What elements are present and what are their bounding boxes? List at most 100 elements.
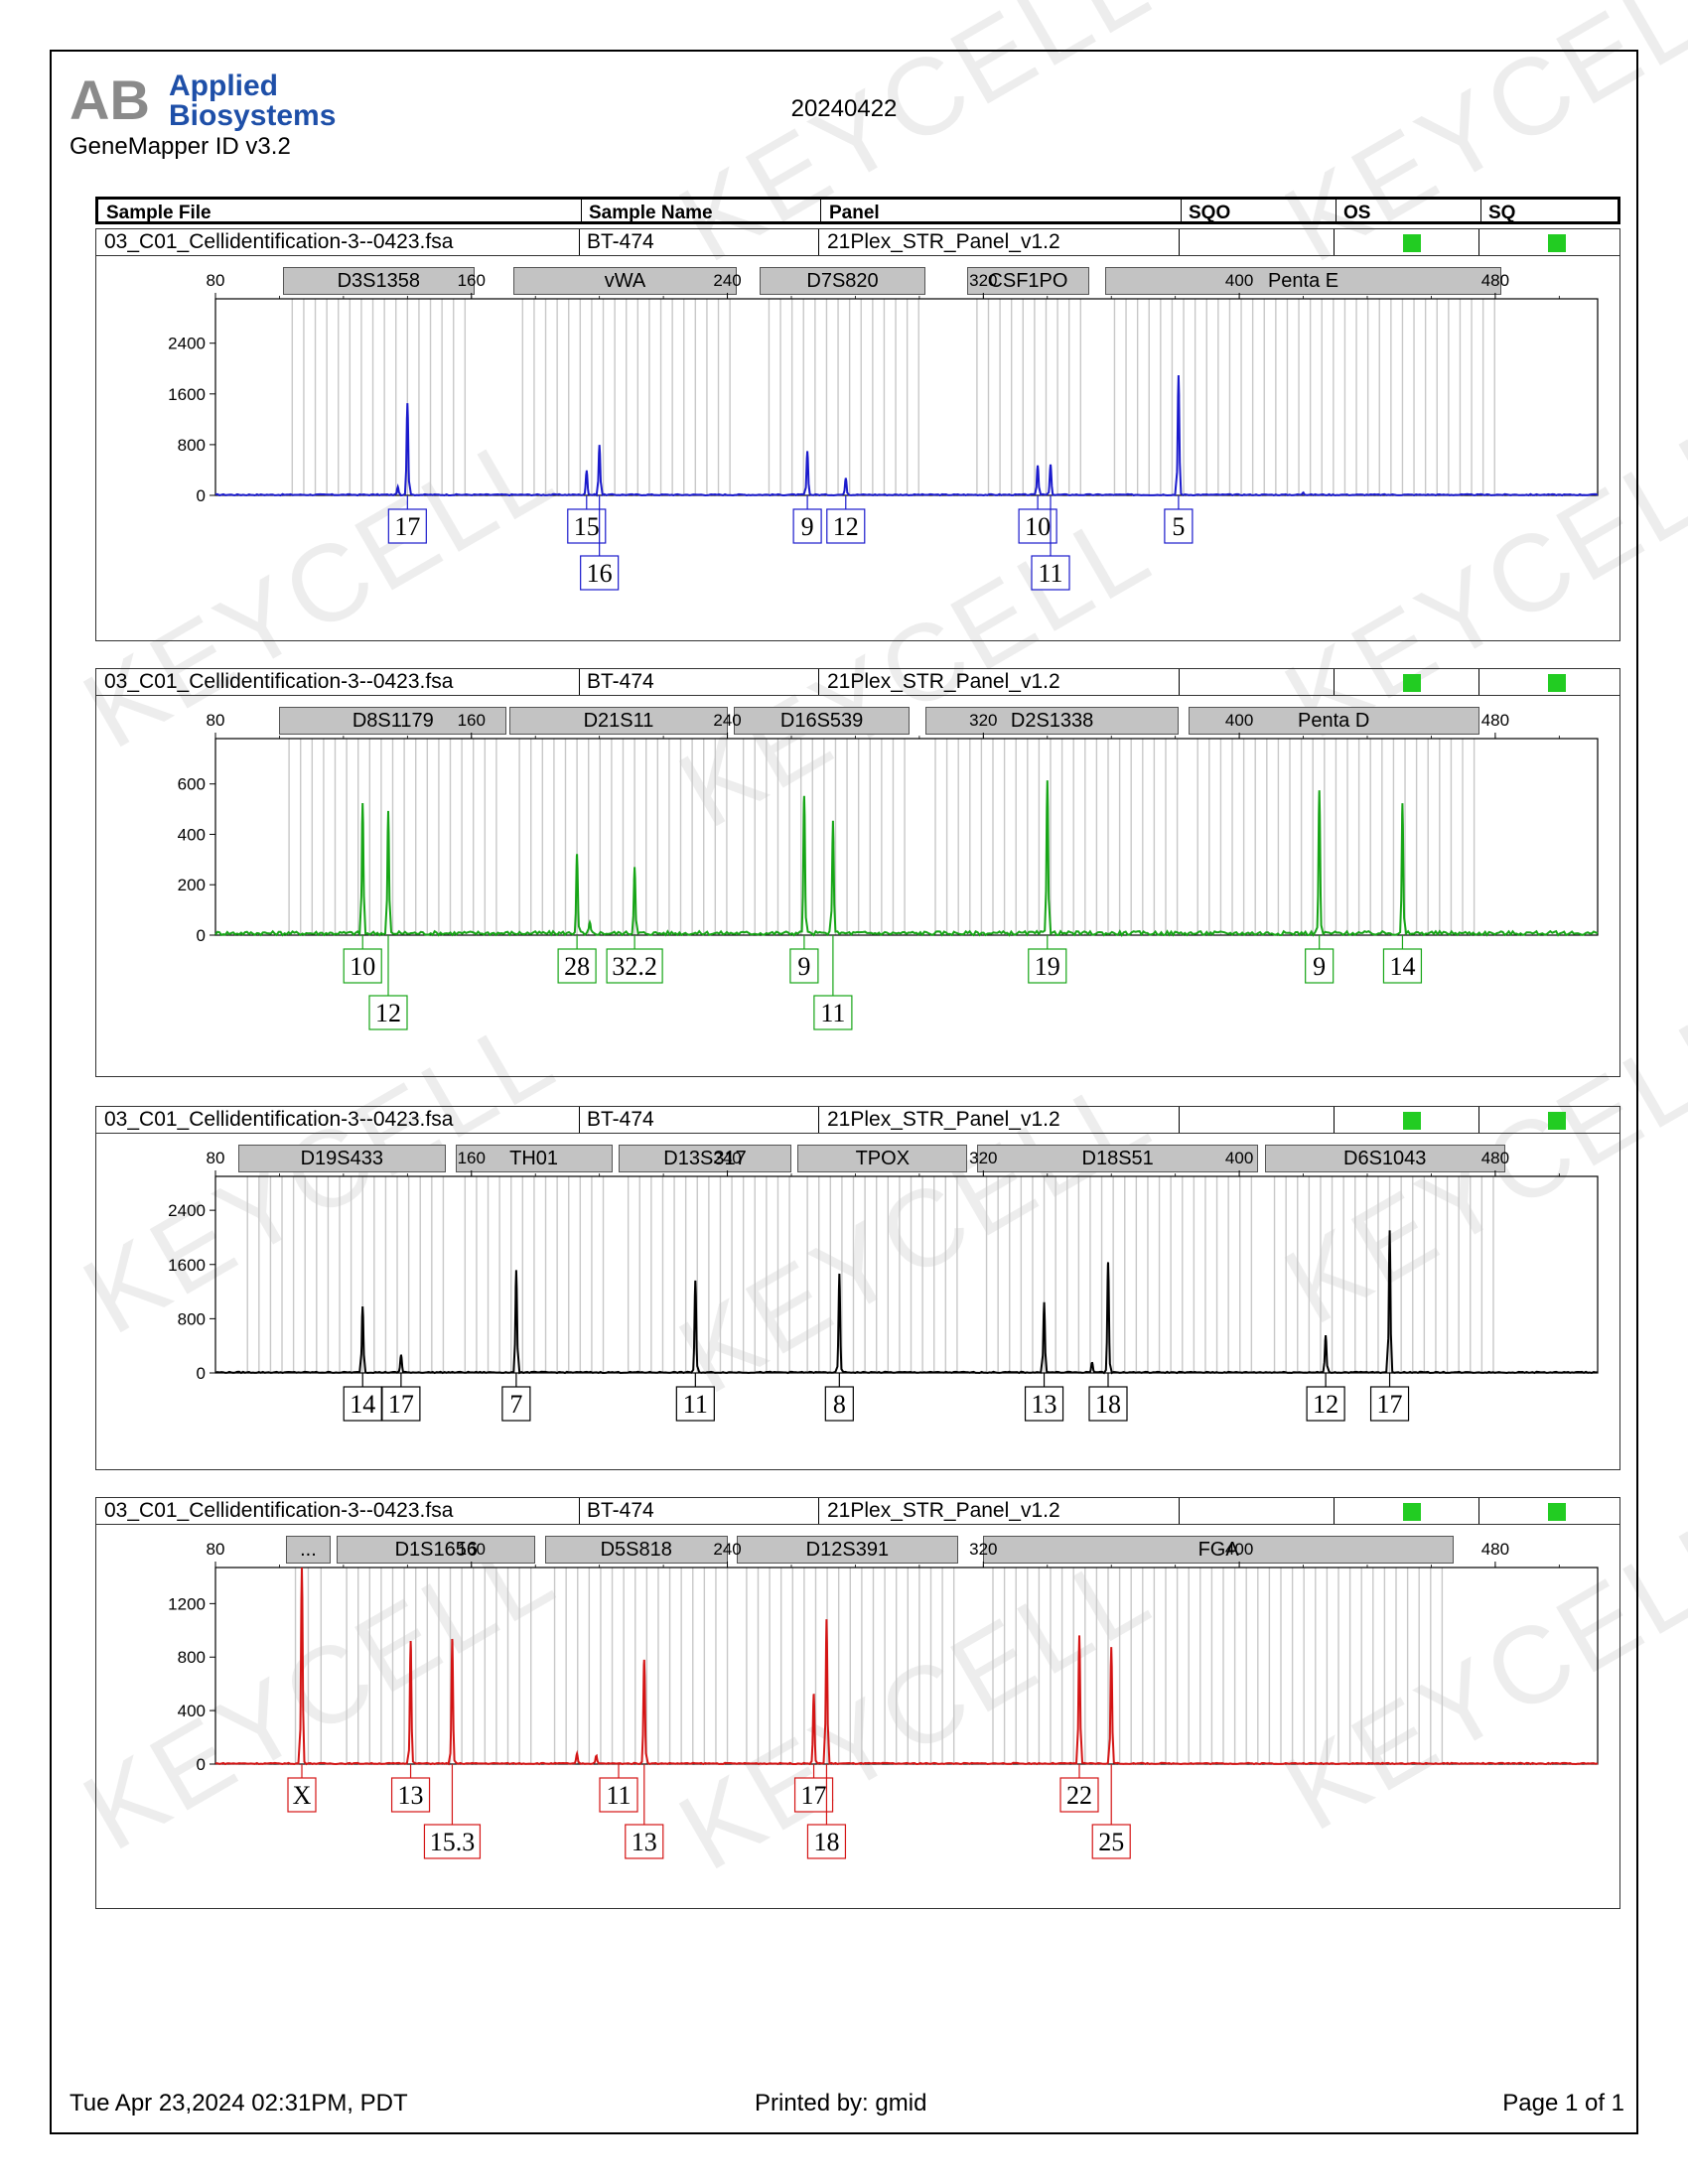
sample-name: BT-474 xyxy=(587,1499,654,1522)
allele-box xyxy=(1305,948,1335,984)
col-panel: Panel xyxy=(829,203,880,223)
marker-tpox[interactable]: TPOX xyxy=(797,1145,968,1172)
allele-label: 14 xyxy=(1389,952,1415,981)
y-tick-label: 2400 xyxy=(168,335,206,353)
allele-box xyxy=(675,1386,715,1422)
allele-label: 11 xyxy=(606,1781,631,1810)
allele-label: 15 xyxy=(574,512,600,541)
marker-d19s433[interactable]: D19S433 xyxy=(237,1145,446,1172)
software-version: GeneMapper ID v3.2 xyxy=(70,133,291,160)
marker-d16s539[interactable]: D16S539 xyxy=(734,707,911,735)
allele-box xyxy=(381,1386,421,1422)
allele-box xyxy=(1306,1386,1345,1422)
printed-by: Printed by: gmid xyxy=(755,2090,927,2116)
page-number: Page 1 of 1 xyxy=(1502,2090,1624,2116)
marker-d21s11[interactable]: D21S11 xyxy=(509,707,728,735)
marker-d3s1358[interactable]: D3S1358 xyxy=(282,267,475,295)
allele-label: 14 xyxy=(350,1390,375,1419)
sample-name: BT-474 xyxy=(587,230,654,253)
x-tick-label: 160 xyxy=(458,1149,486,1167)
allele-box xyxy=(1028,948,1067,984)
allele-box xyxy=(1031,555,1070,591)
allele-label: 12 xyxy=(833,512,859,541)
col-sqo: SQO xyxy=(1189,203,1231,223)
marker-csf1po[interactable]: CSF1PO xyxy=(967,267,1089,295)
marker-[interactable]: ... xyxy=(285,1536,331,1564)
allele-box xyxy=(1382,948,1423,984)
x-tick-label: 240 xyxy=(713,711,741,730)
marker-d7s820[interactable]: D7S820 xyxy=(759,267,926,295)
y-tick-label: 600 xyxy=(178,775,206,794)
allele-box xyxy=(606,948,663,984)
col-sq: SQ xyxy=(1488,203,1516,223)
os-status-box xyxy=(1403,1503,1421,1521)
allele-label: 8 xyxy=(833,1390,846,1419)
allele-box xyxy=(1059,1777,1099,1813)
marker-d8s1179[interactable]: D8S1179 xyxy=(279,707,507,735)
marker-fga[interactable]: FGA xyxy=(983,1536,1454,1564)
allele-label: 10 xyxy=(1025,512,1051,541)
allele-label: 10 xyxy=(350,952,375,981)
marker-vwa[interactable]: vWA xyxy=(512,267,738,295)
allele-label: 7 xyxy=(509,1390,522,1419)
x-tick-label: 400 xyxy=(1225,1540,1253,1559)
logo-letters: AB xyxy=(70,68,150,131)
y-tick-label: 2400 xyxy=(168,1201,206,1220)
panel-name: 21Plex_STR_Panel_v1.2 xyxy=(827,1499,1060,1522)
plot-frame xyxy=(214,1567,1599,1765)
signal-trace xyxy=(214,780,1599,937)
x-tick-label: 80 xyxy=(207,1540,225,1559)
col-os: OS xyxy=(1343,203,1371,223)
allele-box xyxy=(1164,508,1194,544)
signal-trace xyxy=(215,374,1599,497)
marker-d2s1338[interactable]: D2S1338 xyxy=(925,707,1179,735)
plot-svg: 80 160 240 320 400 480 0 800 1600 2400 17 15 16 9 12 10… xyxy=(168,271,1599,591)
y-tick-label: 0 xyxy=(197,1755,206,1774)
marker-d1s1656[interactable]: D1S1656 xyxy=(337,1536,536,1564)
allele-box xyxy=(501,1386,531,1422)
allele-box xyxy=(1369,1386,1410,1422)
marker-d6s1043[interactable]: D6S1043 xyxy=(1264,1145,1505,1172)
allele-label: 9 xyxy=(801,512,814,541)
y-tick-label: 0 xyxy=(197,926,206,945)
allele-label: 9 xyxy=(1313,952,1326,981)
x-tick-label: 80 xyxy=(207,711,225,730)
allele-box xyxy=(806,1824,847,1859)
report-date: 20240422 xyxy=(790,95,898,122)
marker-pentae[interactable]: Penta E xyxy=(1104,267,1502,295)
sq-status-box xyxy=(1548,674,1566,692)
sample-name: BT-474 xyxy=(587,670,654,693)
y-tick-label: 200 xyxy=(178,876,206,894)
x-tick-label: 480 xyxy=(1481,271,1509,290)
y-tick-label: 800 xyxy=(178,436,206,455)
x-tick-label: 320 xyxy=(969,711,997,730)
marker-d18s51[interactable]: D18S51 xyxy=(976,1145,1259,1172)
allele-box xyxy=(1091,1824,1131,1859)
allele-box xyxy=(387,508,427,544)
allele-box xyxy=(580,555,620,591)
x-tick-label: 480 xyxy=(1481,1149,1509,1167)
marker-pentad[interactable]: Penta D xyxy=(1188,707,1479,735)
allele-label: 28 xyxy=(564,952,590,981)
marker-th01[interactable]: TH01 xyxy=(455,1145,613,1172)
sample-file: 03_C01_Cellidentification-3--0423.fsa xyxy=(104,1108,454,1131)
allele-label: 9 xyxy=(797,952,810,981)
marker-d5s818[interactable]: D5S818 xyxy=(544,1536,728,1564)
allele-label: 12 xyxy=(375,999,401,1027)
x-tick-label: 160 xyxy=(458,1540,486,1559)
marker-d12s391[interactable]: D12S391 xyxy=(737,1536,958,1564)
signal-trace xyxy=(214,1230,1599,1375)
panel-name: 21Plex_STR_Panel_v1.2 xyxy=(827,230,1060,253)
sq-status-box xyxy=(1548,234,1566,252)
panel-name: 21Plex_STR_Panel_v1.2 xyxy=(827,670,1060,693)
allele-label: 17 xyxy=(801,1781,827,1810)
os-status-box xyxy=(1403,1112,1421,1130)
allele-box xyxy=(789,948,819,984)
sample-row: 03_C01_Cellidentification-3--0423.fsa BT-… xyxy=(96,669,1619,696)
allele-label: 11 xyxy=(1038,559,1062,588)
marker-d13s317[interactable]: D13S317 xyxy=(619,1145,791,1172)
allele-label: 11 xyxy=(820,999,845,1027)
allele-box xyxy=(625,1824,664,1859)
sample-row: 03_C01_Cellidentification-3--0423.fsa BT-… xyxy=(96,1107,1619,1134)
